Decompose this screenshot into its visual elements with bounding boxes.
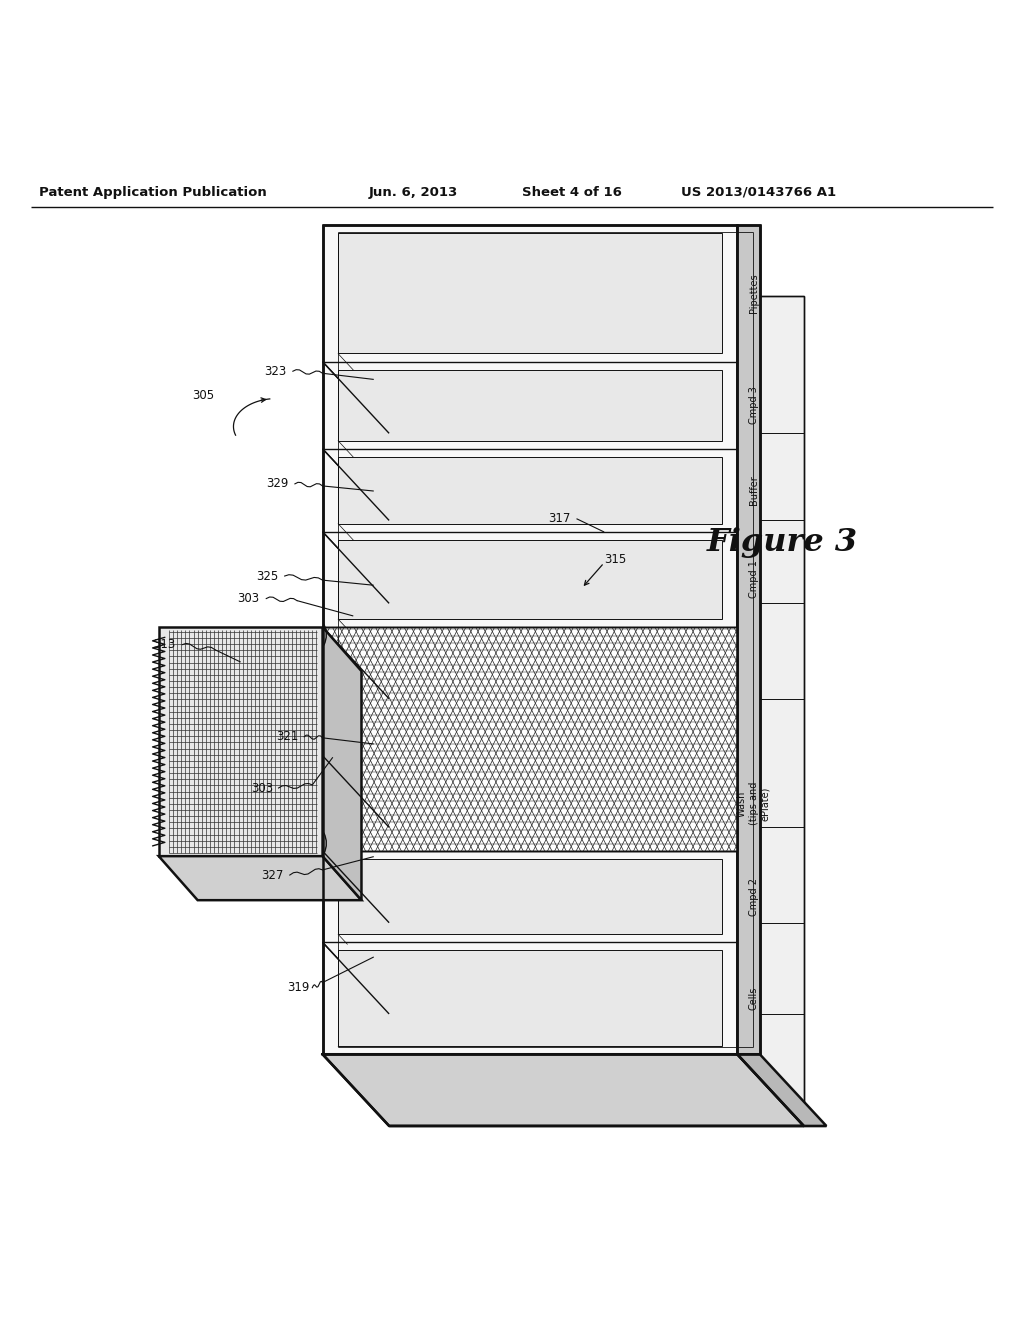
Text: 303: 303 [251,781,273,795]
Polygon shape [323,627,361,900]
Polygon shape [323,1055,804,1126]
Text: Wash
(tips and
ePlate): Wash (tips and ePlate) [737,781,770,825]
Text: 313: 313 [154,638,176,651]
Text: 315: 315 [604,553,627,566]
Polygon shape [338,859,722,935]
Text: 323: 323 [264,364,287,378]
Text: Cmpd 2: Cmpd 2 [749,878,759,916]
Polygon shape [159,857,361,900]
Text: 317: 317 [548,512,570,525]
Text: Figure 3: Figure 3 [707,527,858,558]
Polygon shape [338,540,722,619]
Text: 321: 321 [276,730,299,743]
Text: Patent Application Publication: Patent Application Publication [39,186,266,198]
Text: 327: 327 [261,869,284,882]
Text: 303: 303 [238,593,260,605]
Text: Cmpd 3: Cmpd 3 [749,387,759,424]
Polygon shape [737,1055,826,1126]
Text: Cmpd 1: Cmpd 1 [749,561,759,598]
Text: Pipettes: Pipettes [749,273,759,313]
Polygon shape [338,457,722,524]
Text: Cells: Cells [749,986,759,1010]
Text: Jun. 6, 2013: Jun. 6, 2013 [369,186,458,198]
Text: Buffer: Buffer [749,475,759,506]
Text: 319: 319 [287,981,309,994]
Polygon shape [737,224,760,1055]
Text: 305: 305 [193,389,215,403]
Polygon shape [323,627,737,851]
Polygon shape [338,234,722,354]
Polygon shape [338,950,722,1045]
Polygon shape [389,297,804,1126]
Polygon shape [159,627,323,857]
Text: Sheet 4 of 16: Sheet 4 of 16 [522,186,623,198]
Text: US 2013/0143766 A1: US 2013/0143766 A1 [681,186,836,198]
Text: 325: 325 [256,569,279,582]
Text: 329: 329 [266,478,289,490]
Polygon shape [338,370,722,441]
Polygon shape [323,224,737,1055]
